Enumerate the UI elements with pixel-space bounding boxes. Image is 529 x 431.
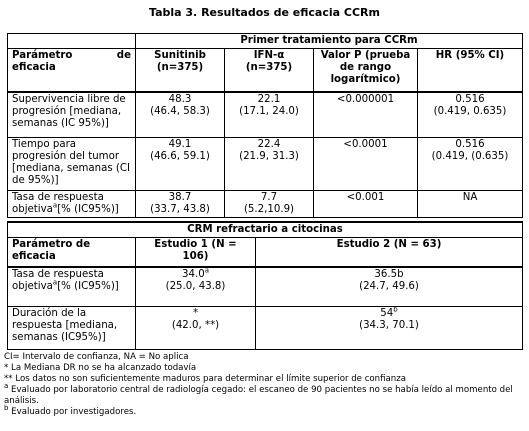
table-section-1: Primer tratamiento para CCRm Parámetro d… [7, 33, 523, 218]
footnote-text: Evaluado por laboratorio central de radi… [4, 385, 513, 406]
text: [% (IC95%)] [57, 281, 119, 292]
interval: (5.2,10.9) [243, 204, 295, 215]
header-row: Parámetro de eficacia Estudio 1 (N = 106… [7, 237, 523, 268]
row: Tiempo para progresión del tumor [median… [7, 137, 523, 191]
p-cell: <0.000001 [313, 91, 418, 138]
footnote-mark: a [52, 201, 58, 210]
parameter-cell: Duración de la respuesta [mediana, seman… [7, 306, 136, 350]
parameter-cell: Tasa de respuesta objetivaa[% (IC95%)] [7, 266, 136, 307]
p-cell: <0.0001 [313, 137, 418, 191]
value-cell: 34.0a (25.0, 43.8) [135, 266, 256, 307]
header-cell: Estudio 2 (N = 63) [255, 237, 523, 268]
interval: (24.7, 49.6) [359, 281, 419, 292]
value-cell: 36.5b (24.7, 49.6) [255, 266, 523, 307]
section-heading-row: CRM refractario a citocinas [7, 221, 523, 238]
value-cell: * (42.0, **) [135, 306, 256, 350]
interval: (34.3, 70.1) [359, 320, 419, 331]
value: 38.7 [168, 192, 192, 203]
value: 34.0a [140, 266, 251, 281]
text: 34.0 [182, 269, 205, 280]
parameter-cell: Supervivencia libre de progresión [media… [7, 91, 136, 138]
text: Tasa de respuesta objetiva [12, 192, 104, 215]
footnote-text: Evaluado por investigadores. [8, 407, 137, 417]
section-heading: Primer tratamiento para CCRm [135, 33, 523, 49]
header-cell: HR (95% CI) [417, 48, 523, 93]
header-cell: Sunitinib (n=375) [135, 48, 225, 93]
text: 54 [380, 308, 394, 319]
value: * [140, 308, 251, 320]
interval: (21.9, 31.3) [239, 151, 299, 162]
value: 0.516 [455, 139, 485, 150]
header-cell: Estudio 1 (N = 106) [135, 237, 256, 268]
interval: (17.1, 24.0) [239, 106, 299, 117]
value: 0.516 [455, 94, 485, 105]
header-cell: Parámetro de eficacia [7, 237, 136, 268]
footnotes: CI= Intervalo de confianza, NA = No apli… [4, 352, 524, 418]
title: Tabla 3. Resultados de eficacia CCRm [149, 6, 380, 19]
empty-cell [7, 33, 136, 49]
footnote-mark: b [4, 404, 9, 413]
text: 36.5b [374, 269, 404, 280]
value: 22.1 [257, 94, 281, 105]
row: Duración de la respuesta [mediana, seman… [7, 305, 523, 350]
interval: (25.0, 43.8) [165, 281, 226, 292]
value: 7.7 [260, 192, 278, 203]
interval: (42.0, **) [171, 320, 220, 331]
header-row: Parámetro de eficacia Sunitinib (n=375) … [7, 48, 523, 93]
footnote: b Evaluado por investigadores. [4, 404, 524, 418]
value: NA [462, 192, 478, 203]
value: 54b [260, 305, 518, 320]
footnote: CI= Intervalo de confianza, NA = No apli… [4, 352, 524, 363]
value: 48.3 [168, 94, 192, 105]
value-cell: 7.7 (5.2,10.9) [224, 190, 314, 218]
value: 49.1 [168, 139, 192, 150]
header-cell: Valor P (prueba de rango logarítmico) [313, 48, 418, 93]
value: 22.4 [257, 139, 281, 150]
text: Tasa de respuesta objetiva [12, 269, 104, 292]
row: Tasa de respuesta objetivaa[% (IC95%)] 3… [7, 266, 523, 307]
value-cell: 49.1 (46.6, 59.1) [135, 137, 225, 191]
footnote-mark: b [393, 305, 398, 314]
footnote: ** Los datos no son suficientemente madu… [4, 374, 524, 385]
footnote-text: CI= Intervalo de confianza, NA = No apli… [4, 352, 189, 362]
value-cell: 38.7 (33.7, 43.8) [135, 190, 225, 218]
value-cell: NA [417, 190, 523, 218]
value-cell: 22.4 (21.9, 31.3) [224, 137, 314, 191]
text: * [192, 308, 199, 319]
footnote-mark: a [204, 266, 209, 275]
text: Duración de la respuesta [mediana, seman… [12, 308, 118, 343]
interval: (0.419, (0.635) [431, 151, 509, 162]
footnote: a Evaluado por laboratorio central de ra… [4, 382, 524, 407]
interval: (33.7, 43.8) [150, 204, 210, 215]
row: Supervivencia libre de progresión [media… [7, 91, 523, 138]
value-cell: 22.1 (17.1, 24.0) [224, 91, 314, 138]
value-cell: 0.516 (0.419, 0.635) [417, 91, 523, 138]
footnote-text: * La Mediana DR no se ha alcanzado todav… [4, 363, 197, 373]
value-cell: 54b (34.3, 70.1) [255, 305, 523, 350]
footnote-mark: a [4, 382, 9, 391]
value-cell: 0.516 (0.419, (0.635) [417, 137, 523, 191]
header-cell: IFN-α (n=375) [224, 48, 314, 93]
value: 36.5b [260, 269, 518, 281]
header-cell: Parámetro de eficacia [7, 48, 136, 93]
section-heading-row: Primer tratamiento para CCRm [7, 33, 523, 49]
p-cell: <0.001 [313, 190, 418, 218]
footnote-mark: a [52, 278, 58, 287]
footnote: * La Mediana DR no se ha alcanzado todav… [4, 363, 524, 374]
row: Tasa de respuesta objetivaa[% (IC95%)] 3… [7, 190, 523, 218]
section-heading: CRM refractario a citocinas [7, 221, 523, 238]
table-section-2: CRM refractario a citocinas Parámetro de… [7, 221, 523, 350]
interval: (0.419, 0.635) [433, 106, 507, 117]
value-cell: 48.3 (46.4, 58.3) [135, 91, 225, 138]
interval: (46.4, 58.3) [150, 106, 210, 117]
parameter-cell: Tiempo para progresión del tumor [median… [7, 137, 136, 191]
footnote-text: ** Los datos no son suficientemente madu… [4, 374, 407, 384]
text: [% (IC95%)] [57, 204, 119, 215]
parameter-cell: Tasa de respuesta objetivaa[% (IC95%)] [7, 190, 136, 218]
interval: (46.6, 59.1) [150, 151, 210, 162]
